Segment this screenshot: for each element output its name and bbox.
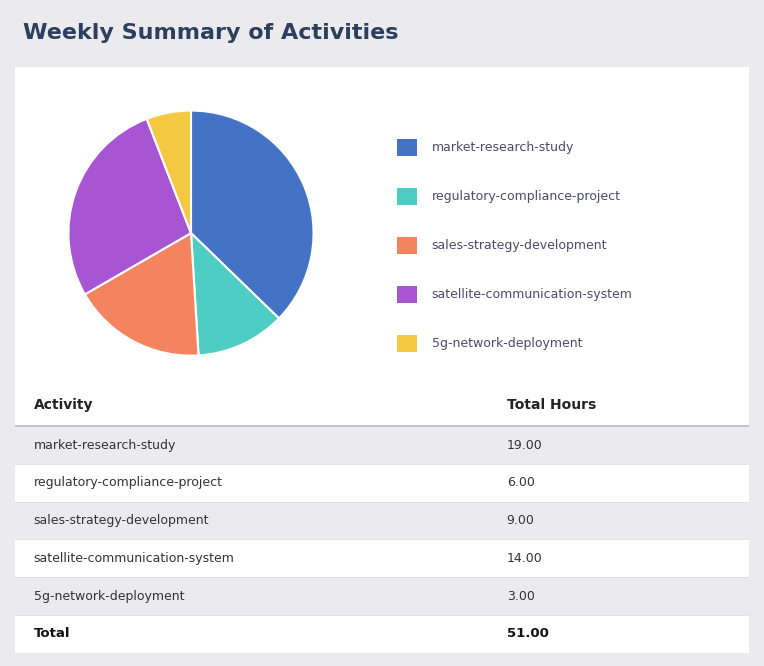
Text: regulatory-compliance-project: regulatory-compliance-project [34, 476, 222, 490]
Text: 6.00: 6.00 [507, 476, 535, 490]
Wedge shape [69, 119, 191, 294]
Bar [397, 335, 417, 352]
Bar [397, 139, 417, 156]
Wedge shape [85, 233, 199, 356]
Text: 51.00: 51.00 [507, 627, 549, 640]
Text: 5g-network-deployment: 5g-network-deployment [432, 337, 582, 350]
Bar [397, 188, 417, 204]
Text: satellite-communication-system: satellite-communication-system [432, 288, 633, 301]
Text: 5g-network-deployment: 5g-network-deployment [34, 589, 184, 603]
Text: market-research-study: market-research-study [432, 141, 574, 154]
Bar [15, 501, 749, 539]
Bar [397, 237, 417, 254]
Text: Activity: Activity [34, 398, 93, 412]
Text: regulatory-compliance-project: regulatory-compliance-project [432, 190, 620, 203]
Text: sales-strategy-development: sales-strategy-development [432, 239, 607, 252]
Bar [15, 539, 749, 577]
Text: Weekly Summary of Activities: Weekly Summary of Activities [23, 23, 398, 43]
Wedge shape [147, 111, 191, 233]
Text: Total Hours: Total Hours [507, 398, 596, 412]
Text: Total: Total [34, 627, 70, 640]
Wedge shape [191, 111, 313, 318]
Wedge shape [191, 233, 279, 356]
Bar [15, 426, 749, 464]
Bar [15, 464, 749, 501]
Text: 9.00: 9.00 [507, 514, 535, 527]
Text: satellite-communication-system: satellite-communication-system [34, 552, 235, 565]
Text: 19.00: 19.00 [507, 439, 542, 452]
Text: sales-strategy-development: sales-strategy-development [34, 514, 209, 527]
Text: 14.00: 14.00 [507, 552, 542, 565]
Text: 3.00: 3.00 [507, 589, 535, 603]
Bar [397, 286, 417, 303]
Bar [15, 615, 749, 653]
Bar [15, 577, 749, 615]
Text: market-research-study: market-research-study [34, 439, 176, 452]
